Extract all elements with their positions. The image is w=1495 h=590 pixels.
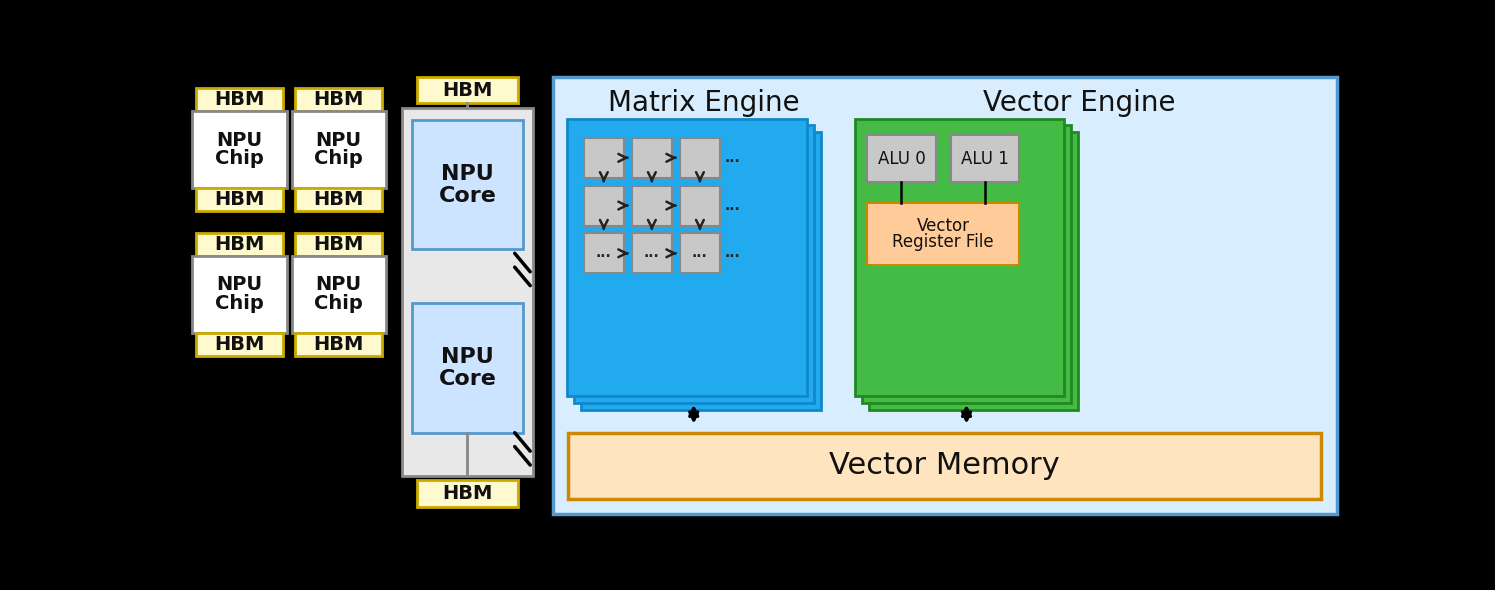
Bar: [869, 132, 1078, 409]
Text: ...: ...: [725, 246, 740, 260]
Bar: [296, 333, 383, 356]
Text: Vector: Vector: [916, 217, 970, 235]
Bar: [583, 233, 623, 273]
Text: HBM: HBM: [443, 484, 493, 503]
Text: HBM: HBM: [214, 235, 265, 254]
Bar: [553, 77, 1337, 514]
Text: Chip: Chip: [314, 294, 363, 313]
Text: NPU: NPU: [217, 276, 263, 294]
Bar: [196, 333, 283, 356]
Bar: [568, 432, 1322, 499]
Text: ...: ...: [692, 246, 707, 260]
Text: NPU: NPU: [315, 276, 362, 294]
Text: HBM: HBM: [214, 90, 265, 109]
Text: HBM: HBM: [443, 81, 493, 100]
Bar: [196, 188, 283, 211]
Bar: [296, 232, 383, 255]
Bar: [574, 126, 813, 402]
Bar: [583, 138, 623, 178]
Bar: [867, 136, 936, 182]
Bar: [193, 111, 287, 188]
Bar: [193, 255, 287, 333]
Text: ALU 0: ALU 0: [878, 150, 925, 168]
Text: Chip: Chip: [215, 294, 265, 313]
Bar: [196, 88, 283, 111]
Bar: [417, 77, 517, 103]
Bar: [951, 136, 1020, 182]
Bar: [632, 233, 673, 273]
Text: Vector Memory: Vector Memory: [830, 451, 1060, 480]
Text: Vector Engine: Vector Engine: [984, 89, 1177, 117]
Text: Chip: Chip: [314, 149, 363, 168]
Bar: [292, 111, 386, 188]
Text: ...: ...: [725, 151, 740, 165]
Text: HBM: HBM: [214, 190, 265, 209]
Text: NPU: NPU: [441, 164, 493, 184]
Text: HBM: HBM: [314, 335, 363, 353]
Bar: [583, 185, 623, 225]
Bar: [567, 119, 807, 396]
Text: NPU: NPU: [217, 130, 263, 150]
Bar: [292, 255, 386, 333]
Text: Matrix Engine: Matrix Engine: [608, 89, 800, 117]
Text: HBM: HBM: [314, 235, 363, 254]
Text: ALU 1: ALU 1: [961, 150, 1009, 168]
Bar: [867, 203, 1020, 265]
Bar: [296, 188, 383, 211]
Text: NPU: NPU: [315, 130, 362, 150]
Text: NPU: NPU: [441, 348, 493, 367]
Bar: [863, 126, 1070, 402]
Bar: [196, 232, 283, 255]
Text: Register File: Register File: [893, 232, 994, 251]
Bar: [411, 303, 523, 432]
Bar: [632, 138, 673, 178]
Bar: [580, 132, 821, 409]
Bar: [680, 233, 721, 273]
Text: ...: ...: [597, 246, 611, 260]
Text: Core: Core: [438, 369, 496, 389]
Bar: [411, 120, 523, 250]
Bar: [417, 480, 517, 507]
Bar: [296, 88, 383, 111]
Text: Chip: Chip: [215, 149, 265, 168]
Text: Core: Core: [438, 185, 496, 205]
Text: HBM: HBM: [314, 90, 363, 109]
Text: ...: ...: [725, 199, 740, 212]
Bar: [680, 185, 721, 225]
Text: HBM: HBM: [314, 190, 363, 209]
Bar: [680, 138, 721, 178]
Bar: [855, 119, 1064, 396]
Text: ...: ...: [644, 246, 659, 260]
Bar: [632, 185, 673, 225]
Bar: [402, 108, 532, 476]
Text: HBM: HBM: [214, 335, 265, 353]
